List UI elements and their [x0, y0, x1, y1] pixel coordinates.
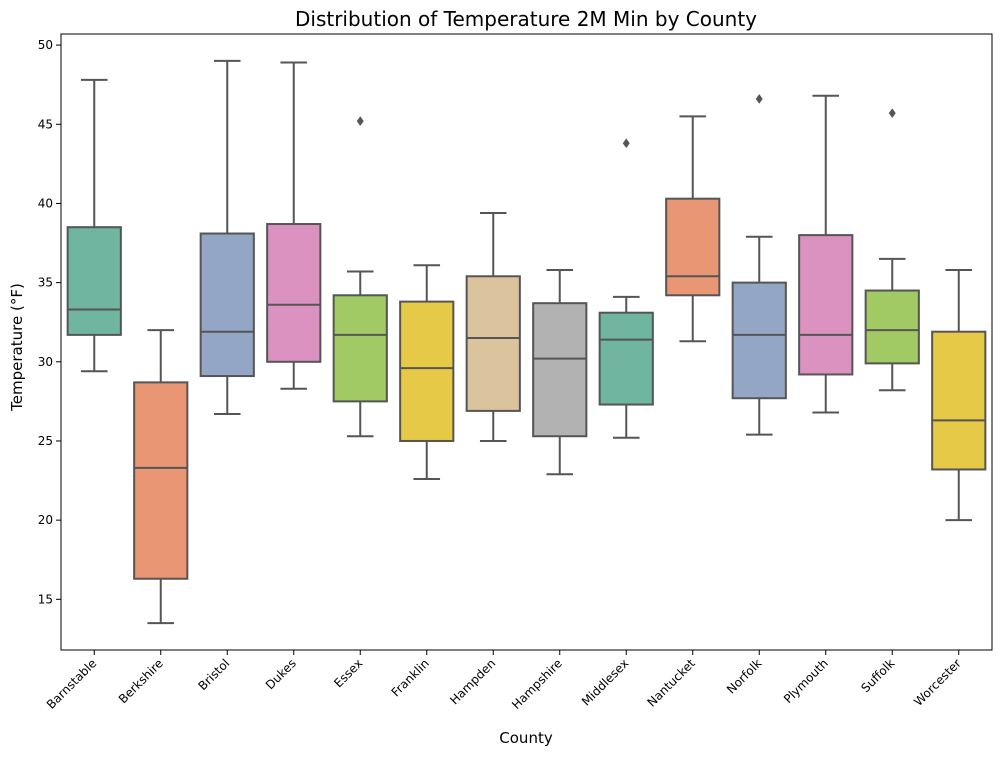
x-tick-label: Norfolk [724, 656, 764, 696]
x-tick-label: Plymouth [781, 656, 831, 706]
y-tick-label: 45 [38, 117, 53, 131]
y-tick-label: 40 [38, 196, 53, 210]
box-hampden [465, 211, 521, 442]
iqr-box [931, 330, 987, 471]
iqr-box [266, 223, 322, 363]
x-tick-label: Middlesex [579, 656, 631, 708]
box-hampshire [532, 268, 588, 476]
x-axis: Barnstable Berkshire Bristol Dukes Essex Fran… [44, 650, 964, 712]
box-norfolk [731, 93, 787, 436]
iqr-box [598, 311, 654, 406]
x-tick-label: Nantucket [645, 656, 699, 710]
outlier-point [622, 138, 630, 149]
y-tick-label: 20 [38, 513, 53, 527]
box-barnstable [66, 78, 122, 373]
x-tick-label: Barnstable [44, 656, 100, 712]
x-tick-label: Essex [331, 656, 365, 690]
x-tick-label: Hampshire [509, 656, 565, 712]
x-tick-label: Berkshire [116, 656, 166, 706]
iqr-box [465, 275, 521, 412]
x-tick-label: Worcester [911, 656, 964, 709]
box-franklin [399, 264, 455, 480]
iqr-box [864, 289, 920, 365]
x-tick-label: Franklin [389, 656, 432, 699]
x-tick-label: Dukes [263, 656, 299, 692]
box-dukes [266, 61, 322, 390]
iqr-box [332, 294, 388, 403]
box-plymouth [798, 94, 854, 414]
outlier-point [356, 116, 364, 127]
iqr-box [665, 197, 721, 297]
iqr-box [199, 232, 255, 378]
box-worcester [931, 268, 987, 522]
chart-title: Distribution of Temperature 2M Min by Co… [295, 7, 757, 31]
outlier-point [888, 108, 896, 119]
y-tick-label: 30 [38, 355, 53, 369]
box-bristol [199, 59, 255, 416]
y-tick-label: 15 [38, 592, 53, 606]
x-tick-label: Hampden [447, 656, 498, 707]
iqr-box [532, 302, 588, 438]
y-tick-label: 25 [38, 434, 53, 448]
y-tick-label: 50 [38, 38, 53, 52]
y-axis-label: Temperature (°F) [8, 283, 26, 412]
plot-frame [60, 33, 993, 651]
box-nantucket [665, 115, 721, 343]
box-middlesex [598, 138, 654, 439]
outlier-point [755, 93, 763, 104]
plot-area [66, 59, 987, 625]
iqr-box [798, 234, 854, 376]
iqr-box [731, 281, 787, 400]
y-tick-label: 35 [38, 276, 53, 290]
box-berkshire [133, 329, 189, 625]
box-essex [332, 116, 388, 438]
box-suffolk [864, 108, 920, 392]
x-tick-label: Bristol [196, 656, 233, 693]
x-axis-label: County [499, 729, 553, 747]
iqr-box [399, 300, 455, 442]
iqr-box [133, 381, 189, 580]
y-axis: 15 20 25 30 35 40 45 50 [38, 38, 61, 606]
x-tick-label: Suffolk [858, 656, 897, 695]
iqr-box [66, 226, 122, 336]
